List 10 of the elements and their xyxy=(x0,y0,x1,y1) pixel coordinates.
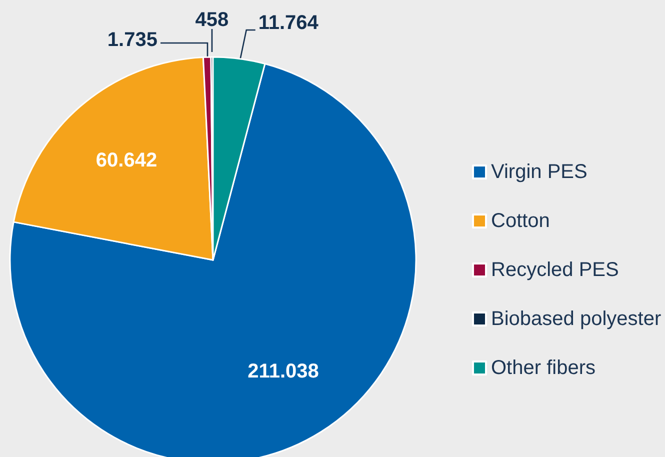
legend-label: Other fibers xyxy=(491,357,596,379)
data-label: 211.038 xyxy=(248,360,319,383)
data-label: 458 xyxy=(195,9,229,31)
legend-label: Cotton xyxy=(491,210,550,232)
data-label: 1.735 xyxy=(107,29,158,51)
legend-label: Virgin PES xyxy=(491,161,588,183)
data-label: 60.642 xyxy=(96,149,158,172)
data-label: 11.764 xyxy=(258,12,320,34)
legend-label: Recycled PES xyxy=(491,259,619,281)
legend-label: Biobased polyester xyxy=(491,308,662,330)
